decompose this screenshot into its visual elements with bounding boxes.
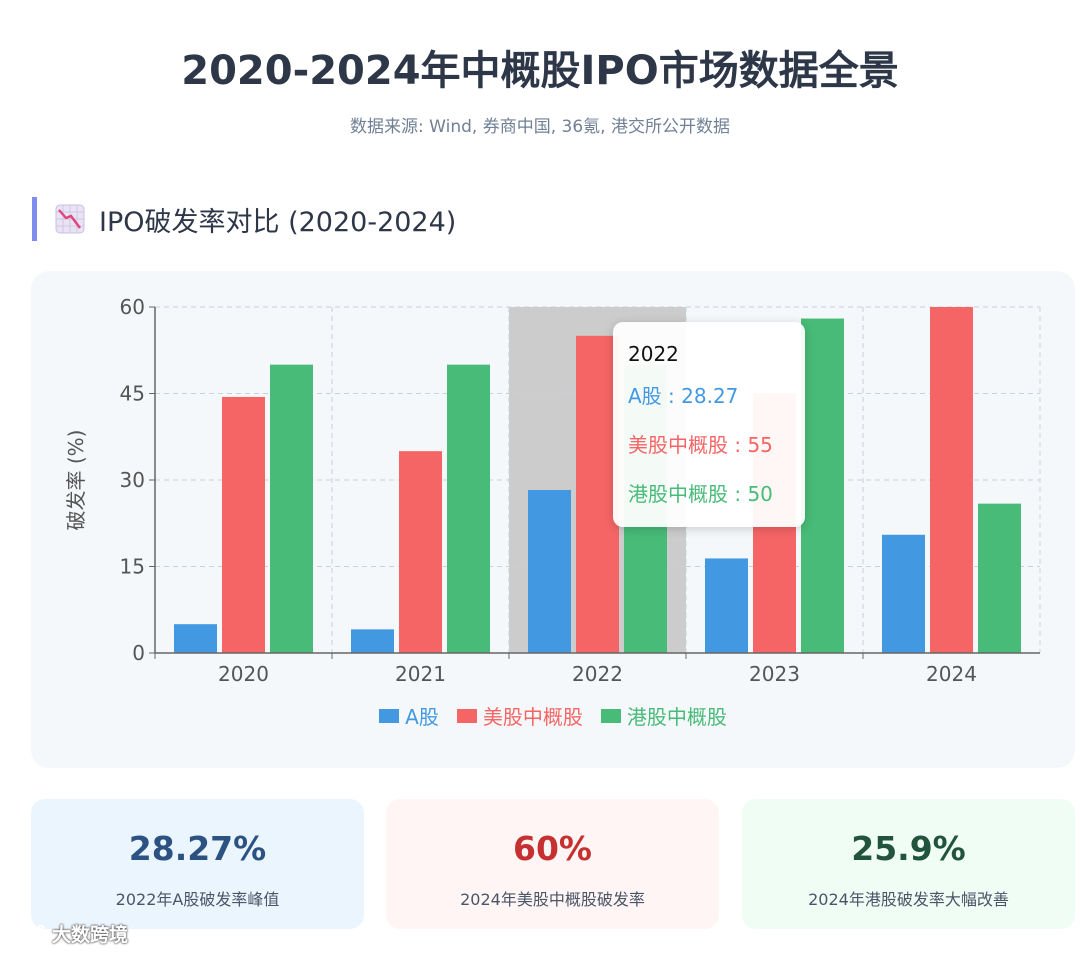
bar-2024-s2: [978, 503, 1021, 653]
legend-label: A股: [405, 705, 439, 729]
watermark: 大数跨境: [12, 920, 128, 947]
bar-2023-s2: [801, 318, 844, 653]
stat-card-us-china-2024: 60% 2024年美股中概股破发率: [386, 799, 719, 929]
x-tick-label: 2023: [749, 662, 800, 686]
bar-chart[interactable]: 0 15 30 45 60 2020 2021 2022 2023 2024 破发率 (%): [31, 271, 1075, 691]
chart-tooltip: 2022 A股 : 28.27 美股中概股 : 55 港股中概股 : 50: [613, 322, 805, 527]
chart-panel: 0 15 30 45 60 2020 2021 2022 2023 2024 破发率 (%) A股 …: [31, 271, 1075, 768]
bar-2024-s1: [930, 307, 973, 653]
bar-2023-s0: [705, 558, 748, 653]
legend-item-hk-china[interactable]: 港股中概股: [600, 701, 727, 730]
y-tick-label: 0: [132, 641, 145, 665]
stat-card-hk-2024: 25.9% 2024年港股破发率大幅改善: [742, 799, 1075, 929]
bar-2021-s0: [351, 629, 394, 653]
stat-card-a-share-peak: 28.27% 2022年A股破发率峰值: [31, 799, 364, 929]
bar-2021-s2: [447, 364, 490, 653]
x-tick-label: 2022: [572, 662, 623, 686]
stat-value: 60%: [513, 829, 592, 868]
page-subtitle: 数据来源: Wind, 券商中国, 36氪, 港交所公开数据: [350, 117, 730, 137]
legend-swatch: [600, 708, 621, 723]
chart-legend: A股 美股中概股 港股中概股: [31, 701, 1075, 730]
y-tick-label: 30: [120, 468, 145, 492]
x-tick-label: 2020: [218, 662, 269, 686]
stat-label: 2024年美股中概股破发率: [460, 890, 645, 909]
bar-2020-s1: [222, 396, 265, 653]
tooltip-row-us-china: 美股中概股 : 55: [628, 433, 773, 457]
x-tick-label: 2021: [395, 662, 446, 686]
legend-item-us-china[interactable]: 美股中概股: [456, 701, 583, 730]
bar-2024-s0: [882, 534, 925, 653]
y-axis-label: 破发率 (%): [64, 430, 88, 531]
legend-swatch: [379, 708, 400, 723]
bar-2020-s2: [270, 364, 313, 653]
legend-item-a-share[interactable]: A股: [379, 701, 439, 730]
page-title: 2020-2024年中概股IPO市场数据全景: [181, 48, 899, 94]
bar-2020-s0: [174, 624, 217, 653]
y-tick-label: 15: [120, 555, 145, 579]
tooltip-row-a-share: A股 : 28.27: [628, 384, 739, 408]
section-header: IPO破发率对比 (2020-2024): [32, 197, 637, 241]
bar-2021-s1: [399, 451, 442, 653]
chart-decreasing-icon: [55, 204, 85, 234]
y-tick-label: 60: [120, 295, 145, 319]
legend-swatch: [456, 708, 477, 723]
bar-2022-s1: [576, 335, 619, 653]
stat-label: 2024年港股破发率大幅改善: [808, 890, 1009, 909]
watermark-text: 大数跨境: [52, 924, 129, 946]
watermark-logo-icon: [12, 924, 45, 944]
bar-2022-s0: [528, 489, 571, 653]
x-tick-label: 2024: [926, 662, 977, 686]
stat-value: 25.9%: [851, 829, 966, 868]
stat-label: 2022年A股破发率峰值: [115, 890, 280, 909]
tooltip-year: 2022: [628, 342, 679, 366]
section-title: IPO破发率对比 (2020-2024): [99, 206, 457, 238]
stat-value: 28.27%: [128, 829, 267, 868]
tooltip-row-hk-china: 港股中概股 : 50: [628, 482, 773, 506]
y-tick-label: 45: [120, 382, 145, 406]
legend-label: 港股中概股: [626, 705, 727, 729]
legend-label: 美股中概股: [482, 705, 583, 729]
